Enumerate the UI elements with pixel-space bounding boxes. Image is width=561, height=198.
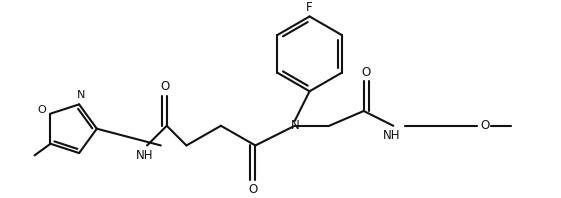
Text: N: N [77,90,85,101]
Text: NH: NH [383,129,400,142]
Text: O: O [361,66,370,79]
Text: O: O [37,105,46,115]
Text: O: O [249,183,258,196]
Text: NH: NH [136,149,154,162]
Text: O: O [480,119,490,132]
Text: O: O [160,80,169,93]
Text: F: F [306,1,313,14]
Text: N: N [291,119,299,132]
